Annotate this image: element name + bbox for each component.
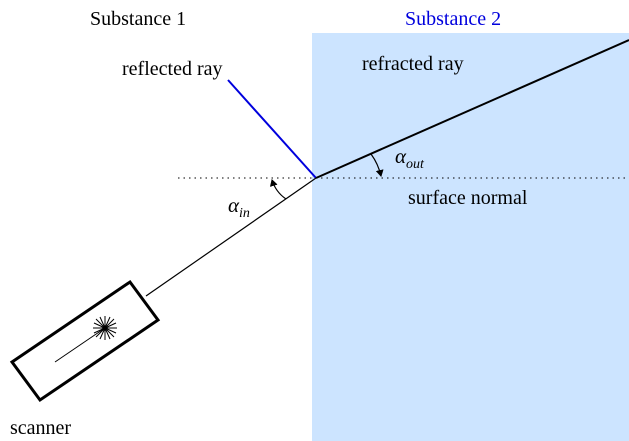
angle-in-label: αin [228, 193, 250, 221]
substance-2-region [312, 33, 629, 441]
diagram: Substance 1 Substance 2 reflected ray re… [0, 0, 629, 441]
substance-1-label: Substance 1 [90, 8, 186, 30]
reflected-ray-label: reflected ray [122, 58, 222, 80]
angle-subscript: out [406, 157, 425, 172]
scanner-device [12, 282, 158, 400]
substance-2-label: Substance 2 [405, 8, 501, 30]
refracted-ray-label: refracted ray [362, 53, 464, 75]
scanner-label: scanner [10, 417, 71, 439]
angle-subscript: in [239, 206, 250, 221]
surface-normal-label: surface normal [408, 187, 528, 209]
reflected-ray-line [228, 80, 316, 178]
angle-in-arc [272, 180, 286, 199]
